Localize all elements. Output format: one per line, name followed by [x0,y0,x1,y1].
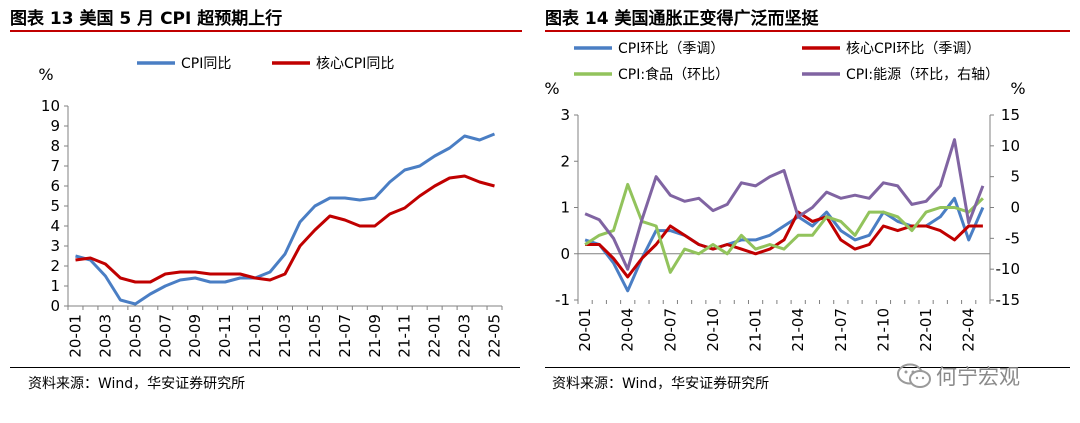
y-right-tick-label: 0 [1010,199,1020,217]
y-tick-label: 0 [560,245,570,263]
chart-14-source: 资料来源：Wind，华安证券研究所 [552,376,770,392]
x-tick-label: 21-09 [366,314,384,358]
y-tick-label: 3 [560,106,570,124]
x-tick-label: 20-11 [216,314,234,358]
x-tick-label: 20-09 [186,314,204,358]
watermark: 何宁宏观 [896,361,1020,391]
chart-13-title: 图表 13 美国 5 月 CPI 超预期上行 [10,9,283,29]
x-tick-label: 20-07 [156,314,174,358]
y-right-tick-label: -10 [996,260,1021,278]
y-right-tick-label: -15 [996,291,1021,309]
x-tick-label: 22-03 [456,314,474,358]
y-tick-label: 2 [50,257,60,275]
y-tick-label: 1 [50,277,60,295]
wechat-icon [897,363,931,388]
y-tick-label: 0 [50,297,60,315]
x-tick-label: 20-03 [96,314,114,358]
legend-label-1: CPI环比（季调） [618,41,724,57]
y-tick-label: 5 [50,197,60,215]
x-tick-label: 20-05 [126,314,144,358]
x-tick-label: 21-07 [832,308,850,352]
legend-label-3: CPI:食品（环比） [618,66,729,83]
x-tick-label: 21-10 [874,308,892,352]
y-axis-right-label: % [1010,79,1025,98]
x-tick-label: 21-03 [276,314,294,358]
y-tick-label: -1 [555,291,570,309]
x-tick-label: 20-01 [66,314,84,358]
y-tick-label: 6 [50,177,60,195]
x-tick-label: 20-10 [704,308,722,352]
x-tick-label: 20-01 [576,308,594,352]
legend-label-2: 核心CPI同比 [316,56,394,72]
chart-13-title-rule [10,30,522,32]
chart-13-plot: 0 1 2 3 4 5 6 7 8 9 10% 20-01 20-03 20-05 20-07 20-09 20… [38,56,504,358]
x-tick-label: 22-04 [960,308,978,352]
x-tick-label: 20-07 [661,308,679,352]
y-axis-label: % [544,79,559,98]
x-tick-label: 21-11 [396,314,414,358]
y-tick-label: 7 [50,157,60,175]
chart-14-title-rule [545,30,1070,32]
chart-13-source: 资料来源：Wind，华安证券研究所 [28,376,246,392]
y-tick-label: 10 [41,97,60,115]
legend-label-2: 核心CPI环比（季调） [846,41,980,57]
x-tick-label: 22-05 [486,314,504,358]
x-tick-label: 21-01 [246,314,264,358]
series-line-1 [75,132,496,306]
y-right-tick-label: 5 [1010,168,1020,186]
chart-14-title: 图表 14 美国通胀正变得广泛而坚挺 [545,9,819,29]
legend-label-4: CPI:能源（环比，右轴） [846,67,999,83]
x-tick-label: 21-05 [306,314,324,358]
x-tick-label: 21-01 [747,308,765,352]
y-right-tick-label: -5 [1005,229,1020,247]
series-line-4 [584,138,985,271]
y-tick-label: 3 [50,237,60,255]
y-tick-label: 8 [50,137,60,155]
x-tick-label: 21-07 [336,314,354,358]
y-tick-label: 9 [50,117,60,135]
y-right-tick-label: 10 [1001,137,1020,155]
series-line-3 [584,182,984,274]
y-tick-label: 4 [50,217,60,235]
y-tick-label: 1 [560,199,570,217]
x-tick-label: 22-01 [426,314,444,358]
chart-13-source-rule [10,367,520,368]
legend-label-1: CPI同比 [181,56,231,72]
watermark-text: 何宁宏观 [936,365,1020,389]
x-tick-label: 20-04 [619,308,637,352]
x-tick-label: 22-01 [917,308,935,352]
y-right-tick-label: 15 [1001,106,1020,124]
chart-14-source-rule [545,367,1070,368]
y-axis-label: % [38,65,53,84]
y-tick-label: 2 [560,152,570,170]
series-line-2 [75,174,495,284]
x-tick-label: 21-04 [789,308,807,352]
